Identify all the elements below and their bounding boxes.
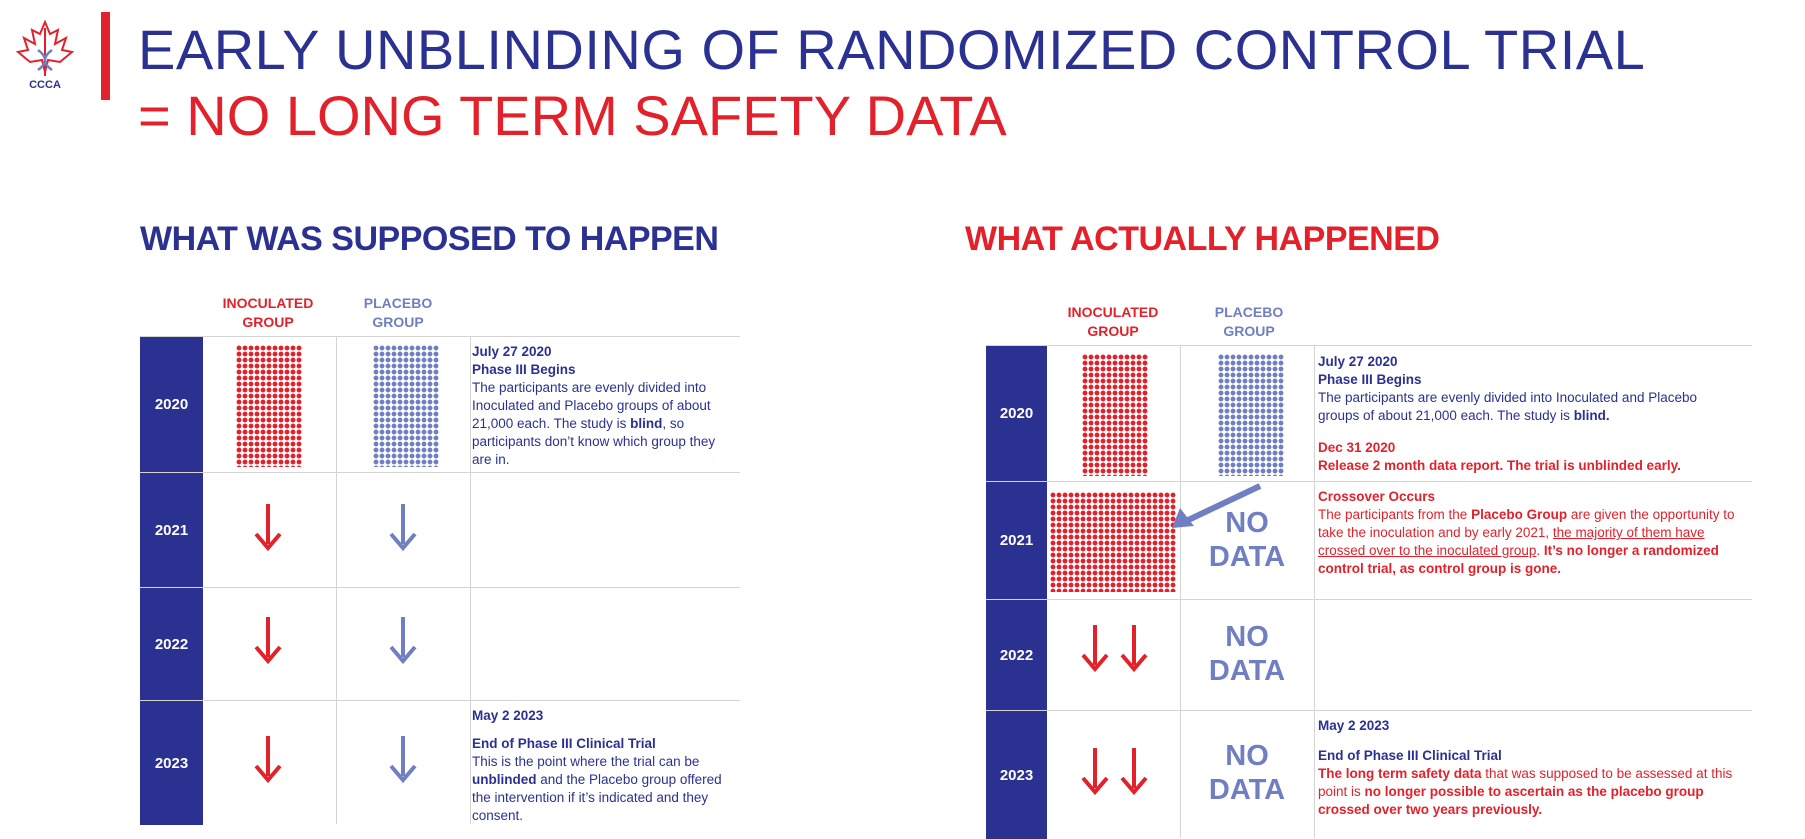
- down-arrow-icon: [254, 504, 282, 552]
- no: NO: [1225, 621, 1269, 653]
- year-label: 2020: [140, 337, 203, 472]
- down-arrow-icon: [1081, 625, 1109, 673]
- placebo-dot-grid: [373, 345, 439, 467]
- text: , so participants don’t know which group…: [472, 416, 716, 467]
- right-2023-text: May 2 2023 End of Phase III Clinical Tri…: [1318, 717, 1738, 819]
- event-title: End of Phase III Clinical Trial: [472, 736, 656, 751]
- right-inoculated-label: INOCULATED GROUP: [1067, 304, 1159, 339]
- left-row-2020: 2020 July 27 2020 Phase III Begins The p…: [140, 337, 740, 473]
- data: DATA: [1208, 541, 1286, 573]
- ccca-logo: CCCA: [15, 20, 75, 91]
- bold-text: unblinded: [472, 772, 537, 787]
- date: May 2 2023: [1318, 718, 1390, 733]
- placebo-dot-grid: [1218, 354, 1284, 476]
- left-placebo-label: PLACEBO GROUP: [363, 295, 433, 330]
- right-placebo-label: PLACEBO GROUP: [1214, 304, 1284, 339]
- svg-text:CCCA: CCCA: [29, 79, 61, 91]
- left-2023-text: May 2 2023 End of Phase III Clinical Tri…: [472, 707, 742, 825]
- no-data-label: NO DATA: [1180, 620, 1314, 688]
- left-2020-text: July 27 2020 Phase III Begins The partic…: [472, 343, 732, 469]
- event-title: End of Phase III Clinical Trial: [1318, 748, 1502, 763]
- right-row-2021: 2021 NO DATA Crossover Occurs The partici…: [986, 482, 1752, 600]
- inoculated-dot-grid: [236, 345, 302, 467]
- down-arrow-icon: [254, 736, 282, 784]
- right-2021-text: Crossover Occurs The participants from t…: [1318, 488, 1738, 578]
- crossover-dot-grid: [1050, 492, 1176, 592]
- crossover-arrow-icon: [1172, 483, 1262, 528]
- year-label: 2021: [140, 473, 203, 587]
- title-line-1: EARLY UNBLINDING OF RANDOMIZED CONTROL T…: [138, 18, 1646, 81]
- down-arrow-icon: [1120, 625, 1148, 673]
- bold-text: The long term safety data: [1318, 766, 1482, 781]
- text: .: [1536, 543, 1544, 558]
- date: July 27 2020: [1318, 354, 1398, 369]
- left-row-2023: 2023 May 2 2023 End of Phase III Clinica…: [140, 701, 740, 825]
- bold-text: blind.: [1573, 408, 1610, 423]
- year-label: 2022: [140, 588, 203, 700]
- text: and the Placebo group offered the interv…: [472, 772, 722, 823]
- down-arrow-icon: [389, 617, 417, 665]
- right-row-2020: 2020 July 27 2020 Phase III Begins The p…: [986, 346, 1752, 482]
- right-row-2022: 2022 NO DATA: [986, 600, 1752, 711]
- text: The participants from the: [1318, 507, 1472, 522]
- title-accent-bar: [101, 12, 110, 100]
- date: Dec 31 2020: [1318, 440, 1396, 455]
- data: DATA: [1208, 774, 1286, 806]
- date: July 27 2020: [472, 344, 552, 359]
- event-title: Crossover Occurs: [1318, 489, 1436, 504]
- right-timeline-table: 2020 July 27 2020 Phase III Begins The p…: [986, 345, 1752, 839]
- year-label: 2023: [140, 701, 203, 825]
- bold-text: Placebo Group: [1471, 507, 1568, 522]
- year-label: 2023: [986, 711, 1047, 839]
- underlined-text: the majority of them have crossed over t…: [1318, 525, 1705, 558]
- text: The participants are evenly divided into…: [472, 380, 711, 431]
- left-row-2021: 2021: [140, 473, 740, 588]
- text: are given the opportunity to take the in…: [1318, 507, 1735, 540]
- bold-text: It’s no longer a randomized control tria…: [1318, 543, 1719, 576]
- text: Release 2 month data report. The trial i…: [1318, 458, 1681, 473]
- title-line-2: = NO LONG TERM SAFETY DATA: [138, 84, 1007, 147]
- right-heading: WHAT ACTUALLY HAPPENED: [965, 220, 1440, 258]
- left-inoculated-label: INOCULATED GROUP: [222, 295, 314, 330]
- left-row-2022: 2022: [140, 588, 740, 701]
- down-arrow-icon: [1081, 748, 1109, 796]
- year-label: 2020: [986, 346, 1047, 481]
- data: DATA: [1208, 655, 1286, 687]
- text: that was supposed to be assessed at this…: [1318, 766, 1733, 799]
- down-arrow-icon: [389, 736, 417, 784]
- year-label: 2021: [986, 482, 1047, 599]
- text: The participants are evenly divided into…: [1318, 390, 1697, 423]
- bold-text: blind: [630, 416, 663, 431]
- bold-text: no longer possible to ascertain as the p…: [1318, 784, 1704, 817]
- no-data-label: NO DATA: [1180, 506, 1314, 574]
- inoculated-dot-grid: [1082, 354, 1148, 476]
- year-label: 2022: [986, 600, 1047, 710]
- down-arrow-icon: [254, 617, 282, 665]
- event-title: Phase III Begins: [1318, 372, 1422, 387]
- event-title: Phase III Begins: [472, 362, 576, 377]
- no: NO: [1225, 507, 1269, 539]
- no-data-label: NO DATA: [1180, 739, 1314, 807]
- no: NO: [1225, 740, 1269, 772]
- right-row-2023: 2023 NO DATA May 2 2023 End of Phase III …: [986, 711, 1752, 839]
- left-heading: WHAT WAS SUPPOSED TO HAPPEN: [140, 220, 719, 258]
- down-arrow-icon: [389, 504, 417, 552]
- date: May 2 2023: [472, 708, 544, 723]
- text: This is the point where the trial can be: [472, 754, 700, 769]
- down-arrow-icon: [1120, 748, 1148, 796]
- left-timeline-table: 2020 July 27 2020 Phase III Begins The p…: [140, 336, 740, 825]
- right-2020-text: July 27 2020 Phase III Begins The partic…: [1318, 353, 1738, 475]
